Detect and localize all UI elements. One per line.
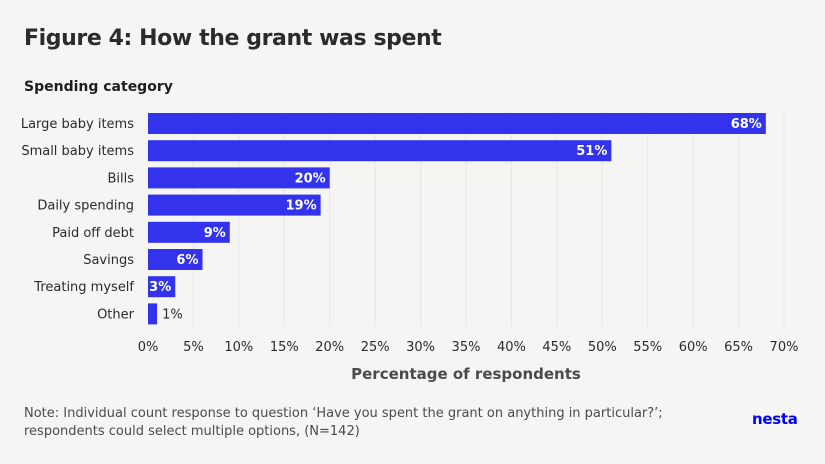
x-tick-label: 5%: [183, 340, 204, 355]
x-tick-label: 20%: [315, 340, 344, 355]
x-tick-label: 60%: [679, 340, 708, 355]
x-tick-labels: 0% 5% 10% 15% 20% 25% 30% 35% 40% 45% 50% 55% 60% 65%…: [138, 340, 799, 355]
data-label: 3%: [149, 280, 171, 295]
bar: [148, 276, 176, 298]
category-label: Treating myself: [33, 280, 134, 295]
bar: [148, 249, 203, 270]
y-axis-title: Spending category: [24, 79, 173, 95]
x-axis-title: Percentage of respondents: [351, 365, 581, 383]
x-tick-label: 15%: [270, 340, 299, 355]
category-label: Other: [97, 307, 135, 322]
x-tick-label: 55%: [633, 340, 662, 355]
x-tick-label: 10%: [224, 340, 253, 355]
x-tick-label: 25%: [361, 340, 390, 355]
x-tick-label: 0%: [138, 340, 159, 355]
category-label: Daily spending: [37, 199, 134, 214]
category-label: Bills: [107, 171, 134, 186]
data-label: 1%: [162, 307, 183, 322]
bar: [148, 194, 321, 216]
category-labels: Large baby items Small baby items Bills Dai…: [21, 117, 135, 322]
bars: 68% 51% 20% 19% 9% 6% 3% 1%: [148, 113, 766, 325]
x-tick-label: 70%: [770, 340, 799, 355]
data-label: 68%: [731, 117, 762, 132]
bar: [148, 303, 158, 325]
x-tick-label: 30%: [406, 340, 435, 355]
footnote: Note: Individual count response to quest…: [24, 406, 663, 439]
data-label: 19%: [286, 199, 317, 214]
category-label: Small baby items: [21, 144, 134, 159]
x-tick-label: 35%: [452, 340, 481, 355]
data-label: 51%: [576, 144, 607, 159]
bar: [148, 113, 766, 134]
data-label: 9%: [204, 226, 226, 241]
category-label: Large baby items: [21, 117, 134, 132]
x-tick-label: 45%: [542, 340, 571, 355]
data-label: 20%: [295, 171, 326, 186]
data-label: 6%: [176, 253, 198, 268]
x-tick-label: 40%: [497, 340, 526, 355]
x-tick-label: 65%: [724, 340, 753, 355]
bar: [148, 221, 230, 243]
category-label: Paid off debt: [52, 226, 134, 241]
bar: [148, 167, 330, 189]
chart-title: Figure 4: How the grant was spent: [24, 26, 442, 51]
nesta-logo: nesta: [752, 410, 798, 428]
x-tick-label: 50%: [588, 340, 617, 355]
bar: [148, 140, 612, 162]
category-label: Savings: [83, 253, 134, 268]
